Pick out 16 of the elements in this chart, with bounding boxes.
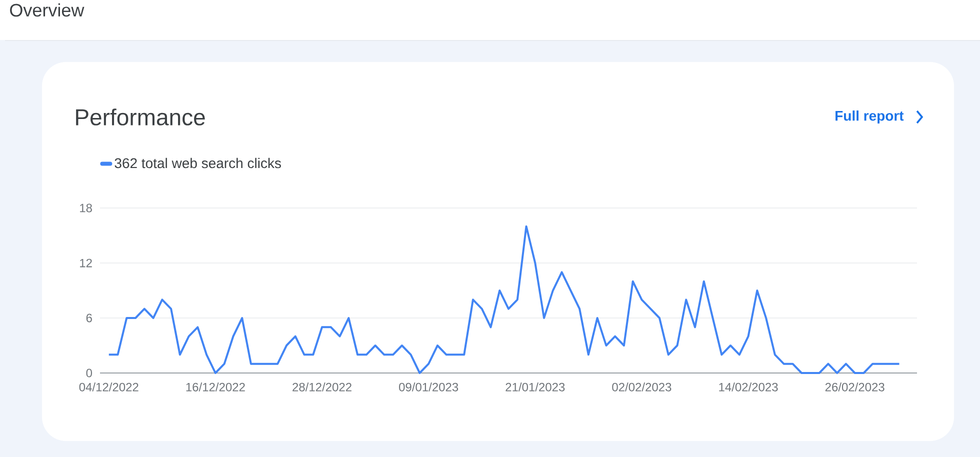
x-tick-label: 21/01/2023 [506, 382, 565, 392]
x-tick-label: 09/01/2023 [399, 382, 458, 392]
x-tick-label: 04/12/2022 [79, 382, 138, 392]
y-tick-label: 6 [86, 314, 92, 322]
legend-label: 362 total web search clicks [114, 158, 281, 168]
x-tick-label: 26/02/2023 [825, 382, 884, 392]
y-tick-label: 0 [86, 368, 92, 378]
text: Full report [836, 110, 904, 124]
text: Overview [10, 3, 84, 17]
x-tick-label: 02/02/2023 [612, 382, 672, 392]
chart-title: Performance [76, 108, 205, 126]
x-tick-label: 28/12/2022 [292, 382, 352, 392]
y-tick-label: 18 [80, 204, 92, 212]
x-tick-label: 16/12/2022 [186, 382, 245, 392]
x-tick-label: 14/02/2023 [719, 382, 778, 392]
y-tick-label: 12 [80, 258, 92, 268]
